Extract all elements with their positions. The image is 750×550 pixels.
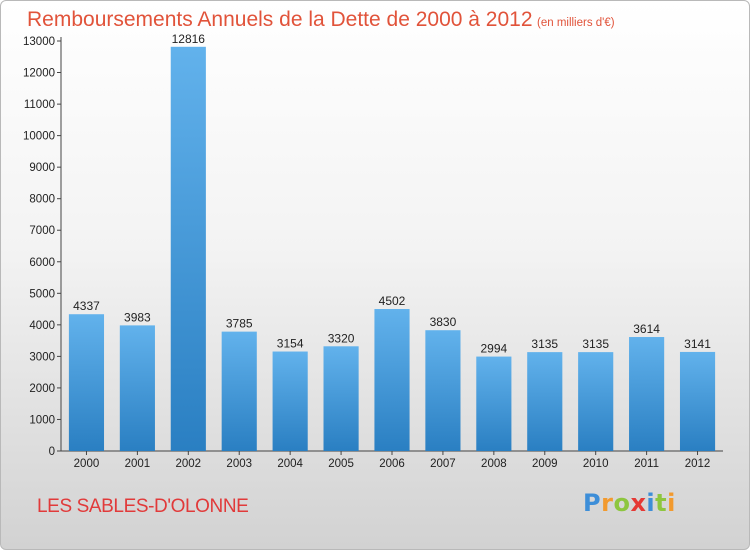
y-tick-label: 12000	[23, 68, 55, 80]
x-tick-label-2005: 2005	[328, 458, 354, 470]
value-label-2005: 3320	[328, 331, 355, 345]
bar-2009	[527, 352, 563, 451]
value-label-2010: 3135	[582, 337, 609, 351]
x-tick-label-2012: 2012	[685, 458, 711, 470]
y-tick-label: 5000	[29, 288, 55, 300]
value-label-2012: 3141	[684, 337, 711, 351]
bar-2011	[629, 337, 665, 451]
value-label-2009: 3135	[531, 337, 558, 351]
x-tick-label-2011: 2011	[634, 458, 659, 470]
bar-2003	[221, 331, 257, 451]
value-label-2007: 3830	[430, 315, 457, 329]
x-tick-label-2001: 2001	[125, 458, 151, 470]
value-label-2006: 4502	[379, 294, 406, 308]
x-tick-label-2002: 2002	[176, 458, 202, 470]
y-tick-label: 0	[49, 446, 55, 458]
y-tick-label: 3000	[29, 351, 55, 363]
x-tick-label-2009: 2009	[532, 458, 558, 470]
value-label-2000: 4337	[73, 299, 100, 313]
town-name: LES SABLES-D'OLONNE	[37, 496, 249, 517]
x-tick-label-2000: 2000	[74, 458, 100, 470]
y-tick-label: 8000	[29, 194, 55, 206]
bar-2004	[272, 351, 308, 451]
value-label-2001: 3983	[124, 310, 151, 324]
chart-title: Remboursements Annuels de la Dette de 20…	[27, 8, 533, 31]
x-tick-label-2007: 2007	[430, 458, 456, 470]
y-tick-label: 9000	[29, 162, 55, 174]
y-tick-label: 2000	[29, 383, 55, 395]
y-tick-label: 10000	[23, 131, 55, 143]
value-label-2002: 12816	[172, 32, 206, 46]
value-label-2003: 3785	[226, 317, 253, 331]
x-tick-label-2010: 2010	[583, 458, 609, 470]
x-tick-label-2006: 2006	[379, 458, 405, 470]
x-tick-label-2008: 2008	[481, 458, 507, 470]
y-tick-label: 13000	[23, 36, 55, 48]
chart-unit-label: (en milliers d'€)	[537, 17, 615, 29]
x-tick-label-2003: 2003	[226, 458, 252, 470]
value-label-2008: 2994	[480, 342, 507, 356]
bar-2012	[679, 351, 716, 451]
bar-2000	[68, 314, 105, 451]
y-tick-label: 7000	[29, 225, 55, 237]
bar-2001	[119, 325, 155, 451]
y-tick-label: 6000	[29, 257, 55, 269]
value-label-2011: 3614	[633, 322, 660, 336]
bar-2008	[476, 356, 512, 451]
y-tick-label: 4000	[29, 320, 55, 332]
x-tick-label-2004: 2004	[277, 458, 303, 470]
value-label-2004: 3154	[277, 337, 304, 351]
bar-2005	[323, 346, 359, 451]
bar-2010	[578, 352, 614, 451]
y-tick-label: 11000	[24, 99, 55, 111]
y-tick-label: 1000	[29, 414, 55, 426]
bar-2006	[374, 309, 410, 451]
bar-2007	[425, 330, 461, 451]
bar-2002	[170, 46, 206, 452]
proxiti-logo[interactable]: Proxiti	[583, 489, 676, 517]
